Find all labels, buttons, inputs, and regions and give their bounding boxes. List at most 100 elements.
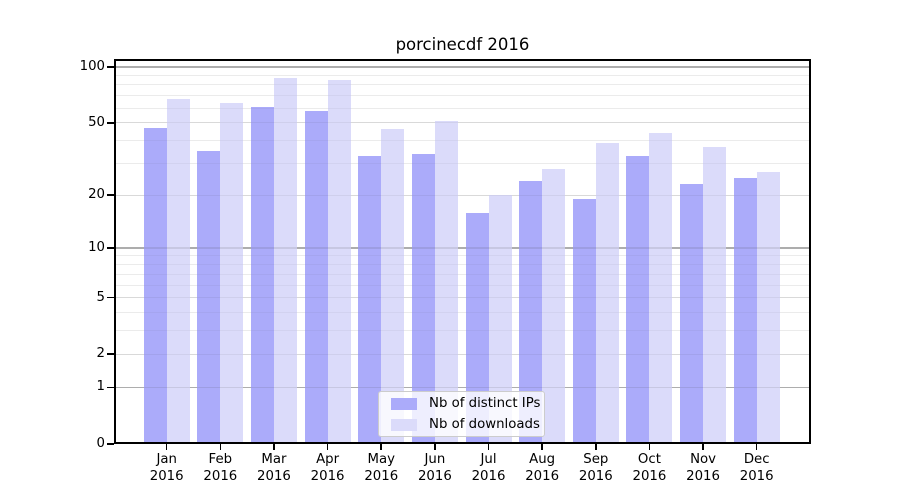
bar-distinct-ips xyxy=(358,155,382,444)
y-gridline xyxy=(114,84,811,86)
legend-item: Nb of downloads xyxy=(387,416,540,434)
x-tick-mark xyxy=(165,444,168,450)
y-gridline-overlay xyxy=(114,273,811,275)
y-tick-mark xyxy=(107,353,114,356)
bar-distinct-ips xyxy=(197,151,221,444)
chart-title: porcinecdf 2016 xyxy=(395,35,530,54)
y-gridline xyxy=(114,194,811,196)
y-gridline xyxy=(114,247,811,249)
x-tick-label: May 2016 xyxy=(364,452,399,484)
bar-downloads xyxy=(327,80,351,444)
y-tick-mark xyxy=(107,386,114,389)
y-gridline xyxy=(114,263,811,265)
y-gridline xyxy=(114,162,811,164)
y-gridline xyxy=(114,140,811,142)
y-gridline xyxy=(114,312,811,313)
y-gridline xyxy=(114,284,811,286)
bar-downloads xyxy=(381,129,405,444)
y-tick-mark xyxy=(107,247,114,249)
x-tick-label: Apr 2016 xyxy=(310,452,345,484)
y-gridline-overlay xyxy=(114,122,811,124)
y-gridline-overlay xyxy=(114,255,811,257)
plot-area xyxy=(114,59,811,444)
y-gridline xyxy=(114,386,811,389)
bar-distinct-ips xyxy=(733,177,757,444)
y-gridline-overlay xyxy=(114,107,811,109)
x-tick-label: Sep 2016 xyxy=(578,452,613,484)
y-gridline xyxy=(114,255,811,257)
y-gridline-overlay xyxy=(114,194,811,196)
y-gridline xyxy=(114,74,811,76)
y-tick-label: 10 xyxy=(88,240,105,256)
bar-downloads xyxy=(756,171,780,444)
legend: Nb of distinct IPs Nb of downloads xyxy=(378,391,545,437)
y-gridline-overlay xyxy=(114,74,811,76)
y-gridline-overlay xyxy=(114,284,811,286)
spine-left xyxy=(114,59,116,444)
bar-downloads xyxy=(488,195,512,444)
legend-label: Nb of downloads xyxy=(429,417,540,432)
y-gridline xyxy=(114,273,811,275)
x-tick-label: Jan 2016 xyxy=(149,452,184,484)
bar-distinct-ips xyxy=(465,212,489,444)
y-gridline-overlay xyxy=(114,353,811,355)
bar-distinct-ips xyxy=(626,155,650,444)
y-gridline xyxy=(114,107,811,109)
y-gridline-overlay xyxy=(114,386,811,389)
y-tick-mark xyxy=(107,296,114,299)
bar-downloads xyxy=(273,78,297,444)
legend-swatch xyxy=(391,397,417,410)
x-tick-mark xyxy=(219,444,222,450)
legend-label: Nb of distinct IPs xyxy=(429,396,541,411)
y-gridline xyxy=(114,122,811,124)
spine-right xyxy=(809,59,811,444)
spine-top xyxy=(114,59,811,61)
x-tick-mark xyxy=(434,444,436,450)
y-gridline-overlay xyxy=(114,140,811,142)
bar-downloads xyxy=(434,121,458,444)
y-tick-mark xyxy=(107,194,114,197)
x-tick-mark xyxy=(594,444,597,450)
x-tick-mark xyxy=(541,444,543,450)
x-tick-mark xyxy=(273,444,275,450)
x-tick-label: Nov 2016 xyxy=(686,452,720,484)
y-gridline-overlay xyxy=(114,95,811,97)
y-gridline xyxy=(114,66,811,68)
legend-swatch xyxy=(391,418,417,431)
x-tick-mark xyxy=(755,444,758,450)
bar-distinct-ips xyxy=(519,181,543,444)
y-gridline-overlay xyxy=(114,263,811,265)
y-gridline-overlay xyxy=(114,297,811,299)
bar-distinct-ips xyxy=(572,199,596,444)
bar-downloads xyxy=(542,168,566,444)
x-tick-label: Dec 2016 xyxy=(739,452,774,484)
x-tick-label: Jul 2016 xyxy=(471,452,506,484)
y-gridline xyxy=(114,297,811,299)
y-gridline-overlay xyxy=(114,84,811,86)
bar-downloads xyxy=(703,146,727,444)
x-tick-mark xyxy=(326,444,329,450)
y-gridline xyxy=(114,330,811,332)
bar-downloads xyxy=(166,99,190,444)
y-gridline-overlay xyxy=(114,330,811,332)
x-tick-mark xyxy=(648,444,651,450)
y-gridline-overlay xyxy=(114,312,811,313)
bar-distinct-ips xyxy=(411,153,435,444)
y-tick-mark xyxy=(107,121,114,124)
x-tick-mark xyxy=(380,444,383,450)
x-tick-label: Oct 2016 xyxy=(632,452,667,484)
bar-downloads xyxy=(595,142,619,444)
bar-downloads xyxy=(649,132,673,444)
y-tick-label: 5 xyxy=(96,289,105,305)
bar-distinct-ips xyxy=(143,127,167,444)
y-tick-label: 100 xyxy=(79,58,105,74)
bar-downloads xyxy=(220,102,244,444)
y-tick-label: 0 xyxy=(96,436,105,451)
spine-bottom xyxy=(114,442,811,444)
y-tick-label: 20 xyxy=(88,187,105,203)
y-gridline-overlay xyxy=(114,66,811,68)
legend-item: Nb of distinct IPs xyxy=(387,395,540,413)
x-tick-label: Feb 2016 xyxy=(203,452,238,484)
y-tick-label: 50 xyxy=(88,114,105,130)
